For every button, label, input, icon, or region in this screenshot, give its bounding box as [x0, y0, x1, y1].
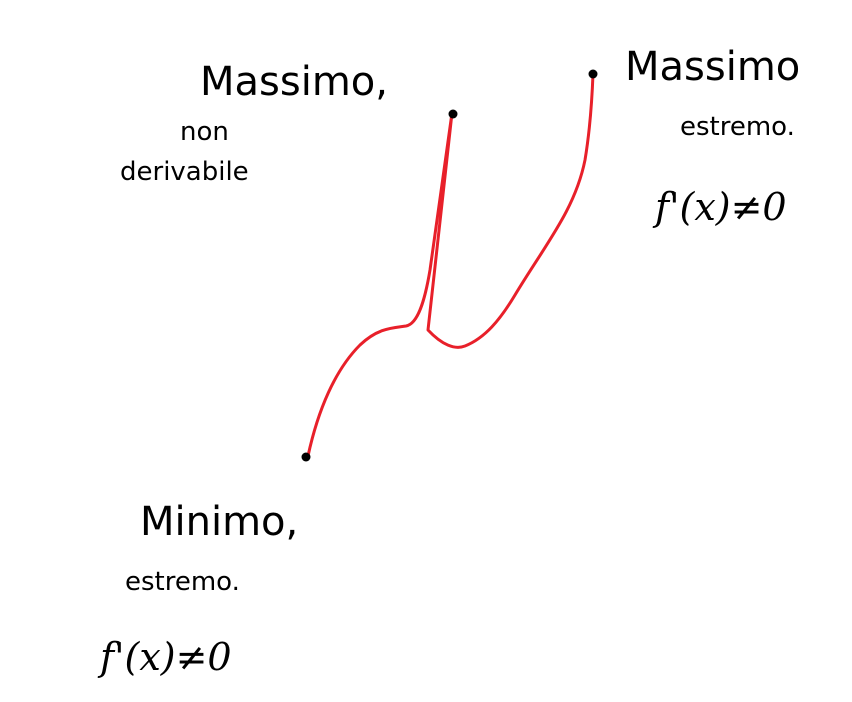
min-extreme-title: Minimo,	[140, 499, 298, 545]
function-curve	[306, 72, 595, 458]
min-point	[301, 452, 311, 462]
max-nonderiv-line3: derivabile	[120, 157, 249, 187]
max-extreme-line2: estremo.	[680, 112, 795, 142]
min-extreme-derivative: f'(x)≠0	[97, 635, 232, 679]
max-extreme-title: Massimo	[625, 44, 800, 90]
max-extreme-point	[588, 69, 598, 79]
max-nonderiv-line2: non	[180, 117, 229, 147]
min-extreme-line2: estremo.	[125, 567, 240, 597]
max-nonderiv-title: Massimo,	[200, 59, 388, 105]
max-extreme-derivative: f'(x)≠0	[652, 185, 787, 229]
max-nonderiv-point	[448, 109, 458, 119]
